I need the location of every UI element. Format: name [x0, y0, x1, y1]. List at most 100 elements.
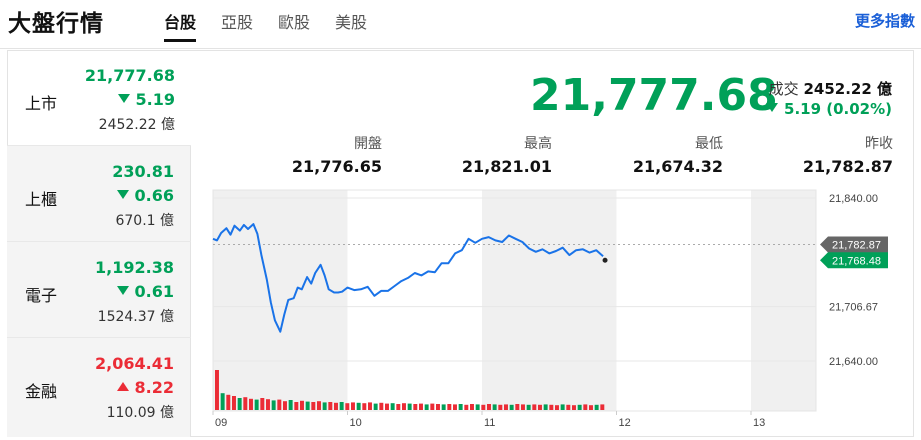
header-divider — [0, 48, 921, 49]
hour-band — [482, 190, 617, 411]
market-value: 21,777.68 — [84, 66, 175, 85]
market-item-electronics[interactable]: 電子 1,192.38 0.61 1524.37 億 — [7, 242, 191, 338]
volume-bar — [254, 399, 259, 410]
volume-bar — [322, 402, 327, 410]
volume-bar — [572, 405, 576, 410]
volume-bar — [328, 402, 333, 410]
volume-bar — [271, 400, 276, 410]
stat-label: 昨收 — [865, 136, 893, 152]
stat-high: 最高 21,821.01 — [422, 133, 552, 176]
down-triangle-icon — [116, 190, 129, 199]
market-change: 0.61 — [116, 282, 174, 301]
market-item-otc[interactable]: 上櫃 230.81 0.66 670.1 億 — [7, 146, 191, 242]
x-tick-label: 13 — [753, 417, 765, 429]
trade-volume: 成交 2452.22 億 — [769, 78, 892, 99]
volume-bar — [453, 404, 457, 410]
volume-bar — [266, 399, 270, 410]
market-name: 電子 — [25, 286, 58, 305]
plot-frame — [212, 189, 817, 412]
more-indices-link[interactable]: 更多指數 — [854, 12, 915, 30]
volume-bar — [226, 394, 231, 410]
tab-asia[interactable]: 亞股 — [221, 13, 254, 32]
volume-bar — [237, 398, 242, 410]
volume-bar — [317, 401, 321, 410]
volume-bar — [464, 404, 469, 410]
volume-bar — [390, 403, 395, 410]
stat-open: 開盤 21,776.65 — [252, 133, 382, 176]
tab-europe[interactable]: 歐股 — [278, 13, 311, 32]
volume-bar — [362, 403, 367, 410]
market-volume: 670.1 億 — [115, 213, 174, 229]
volume-bar — [424, 404, 429, 410]
volume-bar — [560, 404, 565, 410]
volume-bar — [509, 404, 514, 410]
volume-bar — [526, 404, 531, 410]
volume-bar — [220, 393, 225, 410]
stat-value: 21,674.32 — [632, 157, 723, 176]
price-line — [212, 223, 604, 333]
market-volume: 1524.37 億 — [97, 309, 174, 325]
volume-bar — [419, 403, 423, 410]
volume-bar — [277, 399, 282, 410]
market-value: 2,064.41 — [95, 354, 174, 373]
tab-taiwan[interactable]: 台股 — [164, 9, 197, 42]
stat-value: 21,776.65 — [291, 157, 382, 176]
volume-bar — [521, 404, 525, 410]
volume-bar — [577, 404, 582, 410]
volume-bar — [413, 404, 418, 410]
market-name: 上櫃 — [25, 190, 58, 209]
volume-bar — [600, 404, 605, 410]
stat-label: 開盤 — [354, 136, 382, 152]
stat-value: 21,821.01 — [461, 157, 552, 176]
page-title: 大盤行情 — [8, 11, 104, 37]
index-price: 21,777.68 — [530, 70, 778, 121]
volume-bar — [288, 400, 293, 410]
volume-bar — [311, 402, 316, 410]
current-point — [602, 257, 608, 263]
volume-bar — [583, 404, 588, 410]
market-change-value: 8.22 — [134, 378, 174, 397]
volume-bar — [345, 403, 350, 410]
down-triangle-icon — [116, 286, 129, 295]
current-value-tag-label: 21,768.48 — [832, 255, 881, 267]
stat-label: 最低 — [695, 136, 723, 152]
tab-us[interactable]: 美股 — [335, 13, 368, 32]
volume-bar — [373, 403, 378, 410]
volume-bar — [283, 401, 287, 410]
volume-bar — [407, 403, 412, 410]
market-change: 5.19 — [117, 90, 175, 109]
volume-bar — [215, 370, 219, 410]
volume-bar — [594, 404, 599, 410]
market-name: 上市 — [25, 94, 58, 113]
volume-bar — [538, 404, 542, 410]
y-tick-label: 21,840.00 — [829, 193, 878, 205]
x-tick-label: 10 — [350, 417, 362, 429]
y-tick-label: 21,706.67 — [829, 302, 878, 314]
volume-bar — [470, 404, 474, 410]
volume-bar — [543, 404, 548, 410]
volume-bar — [532, 404, 537, 410]
volume-bar — [339, 402, 344, 410]
y-tick-label: 21,640.00 — [829, 356, 878, 368]
up-triangle-icon — [116, 382, 129, 391]
market-item-finance[interactable]: 金融 2,064.41 8.22 110.09 億 — [7, 338, 191, 437]
market-name: 金融 — [25, 382, 58, 401]
market-tabs: 台股 亞股 歐股 美股 — [164, 9, 392, 42]
volume-bar — [249, 398, 253, 410]
volume-bar — [487, 404, 491, 410]
market-item-listed[interactable]: 上市 21,777.68 5.19 2452.22 億 — [7, 50, 191, 146]
volume-bar — [368, 402, 372, 410]
current-value-tag — [820, 252, 888, 269]
trade-volume-label: 成交 — [768, 80, 799, 98]
volume-bar — [402, 403, 406, 410]
hour-band — [751, 190, 816, 411]
volume-bar — [351, 402, 355, 410]
volume-bar — [356, 402, 361, 410]
volume-bar — [566, 404, 571, 410]
market-volume: 2452.22 億 — [98, 117, 175, 133]
market-change: 8.22 — [116, 378, 174, 397]
index-change: 5.19 (0.02%) — [766, 100, 892, 118]
volume-bar — [504, 404, 508, 410]
